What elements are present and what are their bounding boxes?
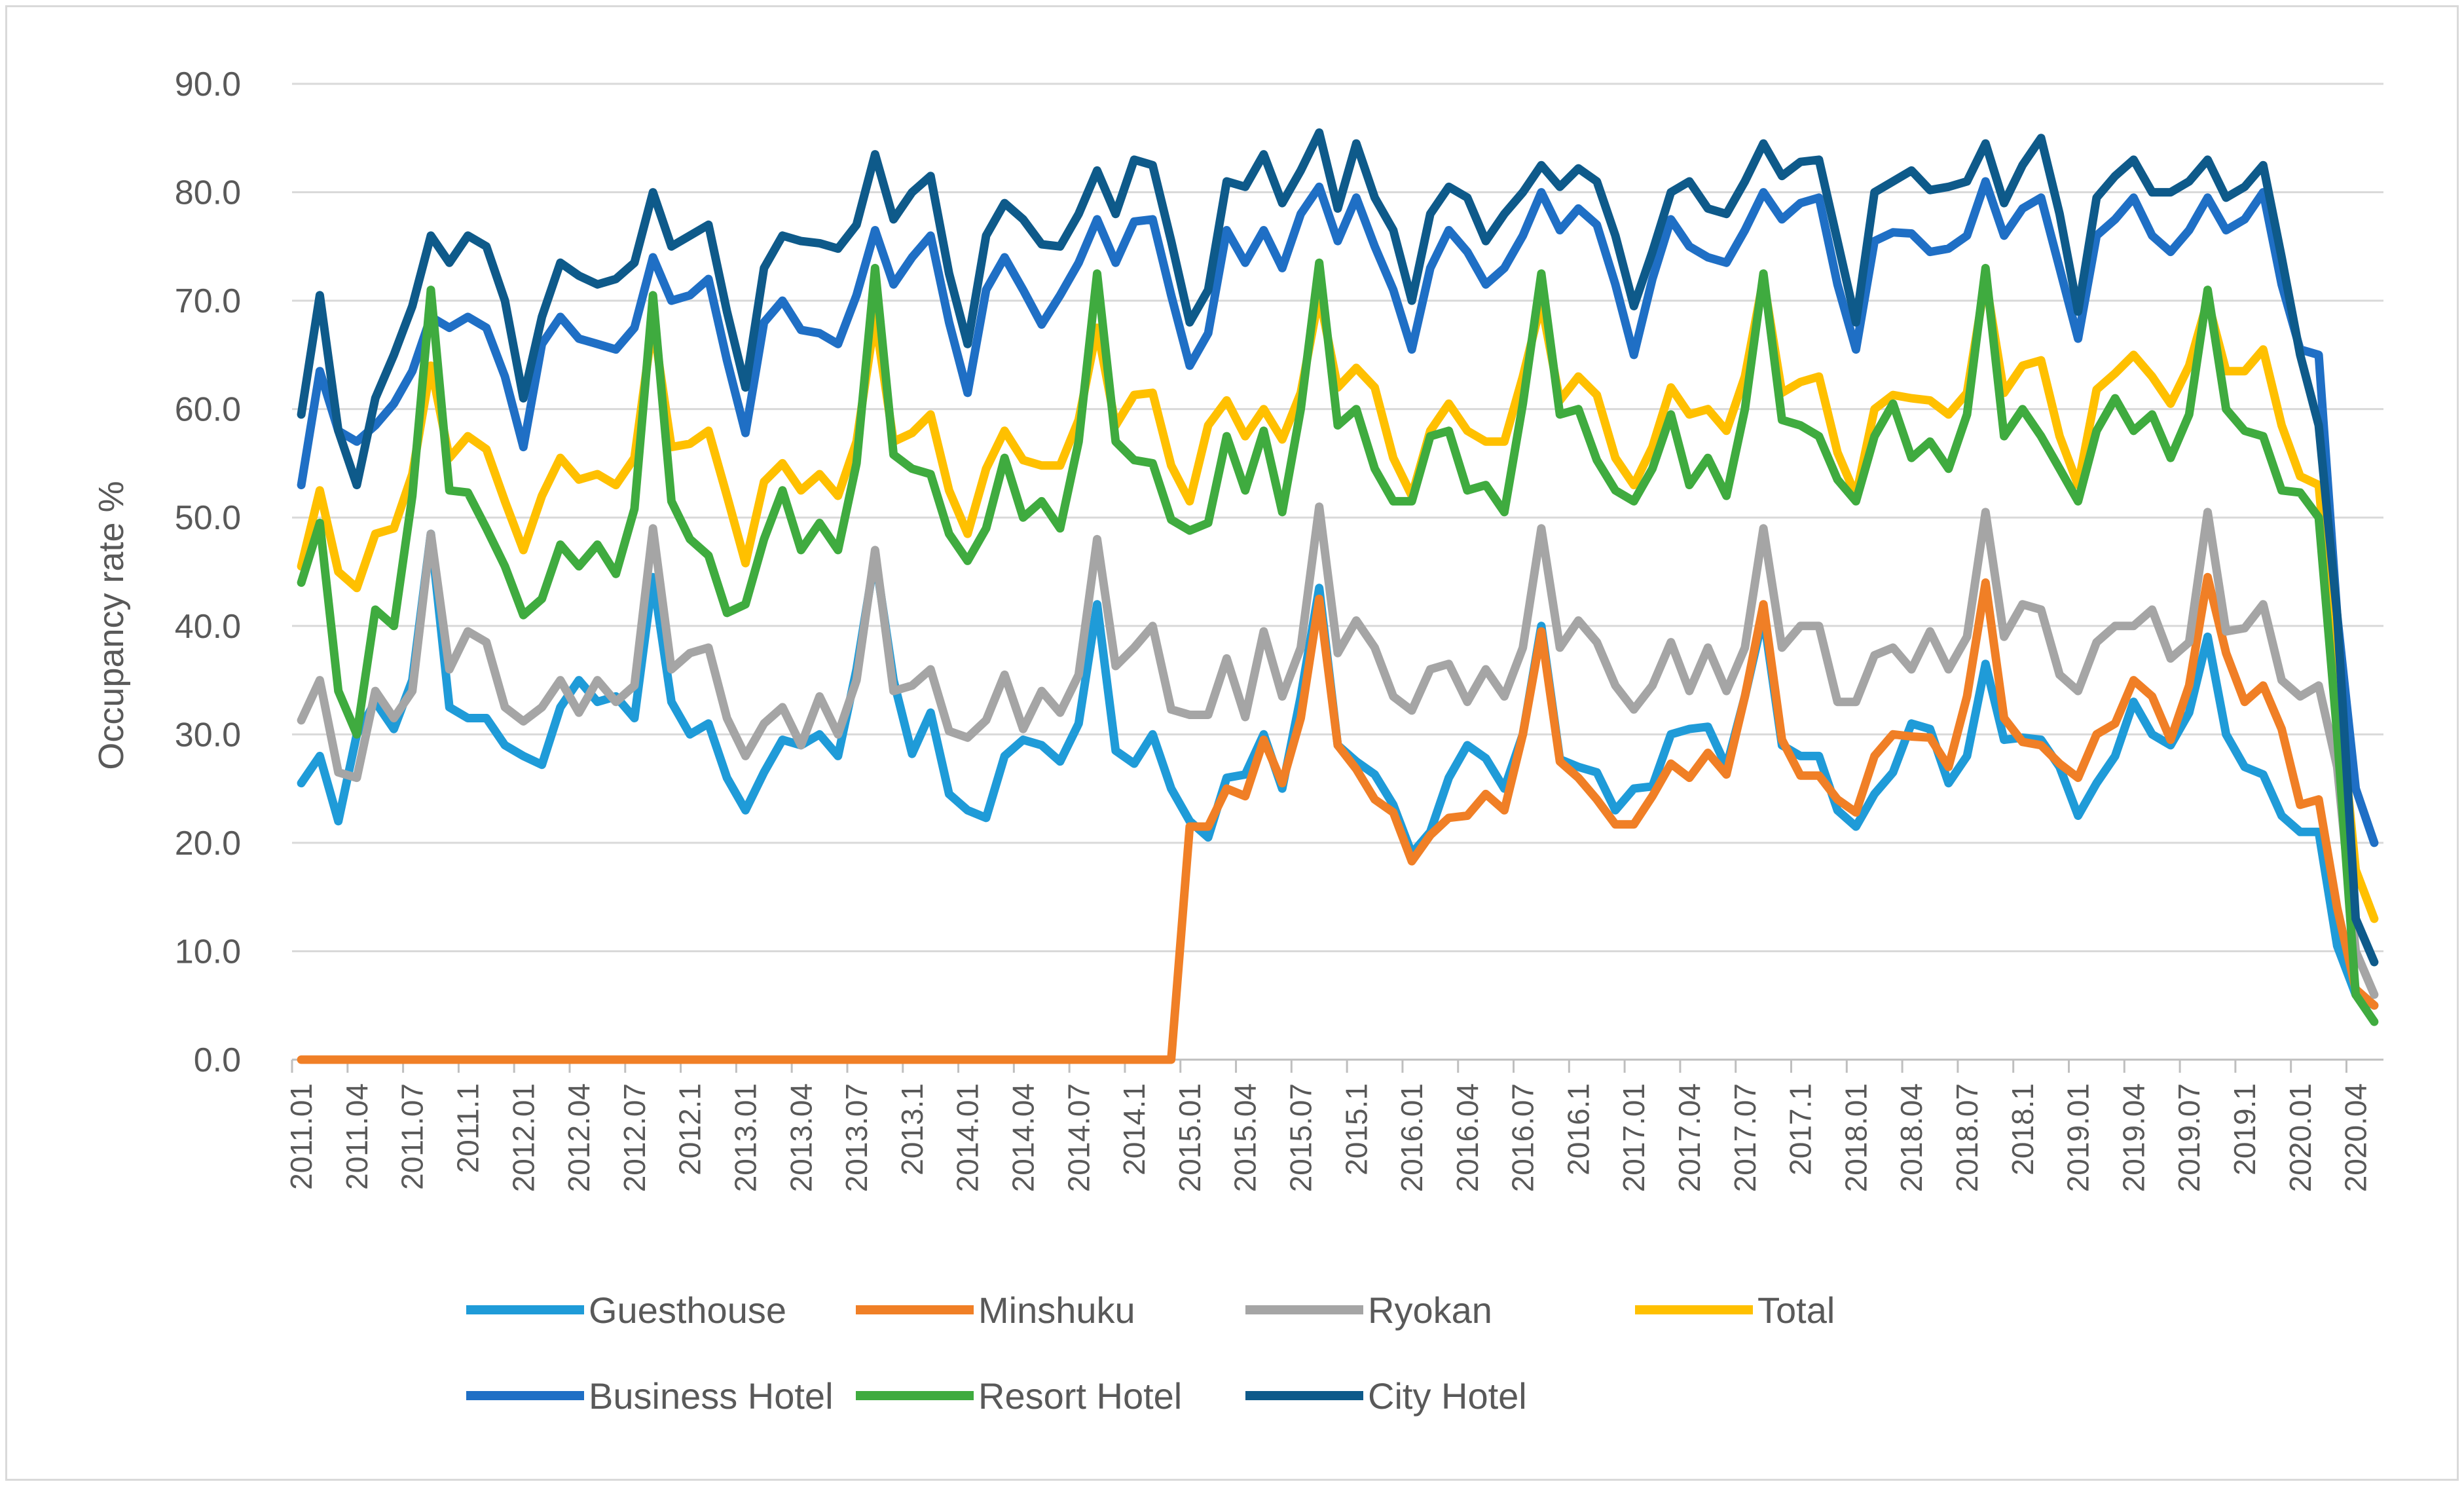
x-tick-label: 2011.01: [284, 1083, 318, 1190]
x-tick-label: 2014.04: [1006, 1083, 1040, 1192]
y-tick-label: 40.0: [175, 608, 241, 646]
x-tick-label: 2019.1: [2228, 1083, 2262, 1176]
x-tick-label: 2015.07: [1283, 1083, 1317, 1192]
x-tick-label: 2018.07: [1950, 1083, 1984, 1192]
y-tick-label: 50.0: [175, 499, 241, 537]
x-tick-label: 2011.07: [395, 1083, 430, 1190]
y-tick-label: 70.0: [175, 282, 241, 320]
legend-item-resort-hotel: Resort Hotel: [856, 1375, 1182, 1417]
legend-label: Ryokan: [1368, 1290, 1492, 1331]
x-tick-label: 2016.07: [1506, 1083, 1540, 1192]
x-tick-label: 2012.07: [617, 1083, 652, 1192]
legend-label: City Hotel: [1368, 1375, 1527, 1417]
legend-label: Total: [1757, 1290, 1835, 1331]
x-tick-label: 2014.07: [1061, 1083, 1095, 1192]
gridlines: [292, 83, 2383, 952]
y-axis-label: Occupancy rate %: [92, 481, 131, 770]
x-tick-label: 2019.01: [2061, 1083, 2095, 1192]
legend-item-business-hotel: Business Hotel: [466, 1375, 834, 1417]
series-line-minshuku: [297, 572, 2379, 1064]
x-tick-label: 2018.01: [1839, 1083, 1873, 1192]
x-tick-label: 2016.01: [1395, 1083, 1429, 1192]
legend-item-guesthouse: Guesthouse: [466, 1290, 786, 1331]
x-tick-label: 2016.04: [1450, 1083, 1484, 1192]
x-tick-label: 2014.1: [1117, 1083, 1151, 1176]
x-tick-label: 2019.04: [2116, 1083, 2150, 1192]
x-tick-label: 2013.04: [784, 1083, 818, 1192]
y-axis-tick-labels: 0.0 10.0 20.0 30.0 40.0 50.0 60.0 70.0 80.0 90.0: [175, 65, 241, 1079]
x-axis-tick-labels: 2011.01 2011.04 2011.07 2011.1 2012.01 2012.0…: [284, 1083, 2372, 1192]
legend: Guesthouse Minshuku Ryokan Total Business Ho…: [466, 1290, 1835, 1417]
x-tick-label: 2019.07: [2172, 1083, 2206, 1192]
series-line-city-hotel: [297, 128, 2379, 967]
x-tick-label: 2012.01: [506, 1083, 540, 1192]
series-line-ryokan: [297, 502, 2379, 999]
x-tick-label: 2015.01: [1173, 1083, 1207, 1192]
series-lines: [297, 128, 2379, 1064]
x-tick-label: 2020.04: [2339, 1083, 2373, 1192]
x-tick-label: 2013.07: [839, 1083, 873, 1192]
legend-label: Guesthouse: [589, 1290, 786, 1331]
x-tick-label: 2013.01: [729, 1083, 763, 1192]
y-tick-label: 10.0: [175, 933, 241, 971]
x-tick-label: 2016.1: [1561, 1083, 1595, 1176]
y-tick-label: 20.0: [175, 825, 241, 863]
chart-frame: [5, 5, 2459, 1481]
y-tick-label: 60.0: [175, 391, 241, 429]
x-tick-label: 2011.04: [340, 1083, 374, 1190]
x-tick-label: 2015.1: [1339, 1083, 1373, 1176]
x-tick-label: 2018.1: [2006, 1083, 2040, 1176]
series-line-total: [297, 274, 2379, 923]
x-tick-label: 2017.01: [1617, 1083, 1651, 1192]
x-tick-label: 2015.04: [1228, 1083, 1262, 1192]
legend-label: Minshuku: [978, 1290, 1135, 1331]
y-tick-label: 30.0: [175, 716, 241, 754]
x-tick-label: 2017.1: [1784, 1083, 1818, 1176]
legend-label: Business Hotel: [589, 1375, 834, 1417]
y-tick-label: 90.0: [175, 65, 241, 103]
legend-item-minshuku: Minshuku: [856, 1290, 1135, 1331]
x-tick-label: 2011.1: [451, 1083, 485, 1173]
x-tick-label: 2012.1: [673, 1083, 707, 1176]
series-line-business-hotel: [297, 177, 2379, 847]
legend-item-ryokan: Ryokan: [1245, 1290, 1492, 1331]
y-tick-label: 0.0: [194, 1041, 241, 1079]
x-tick-label: 2018.04: [1894, 1083, 1928, 1192]
legend-item-total: Total: [1635, 1290, 1835, 1331]
legend-item-city-hotel: City Hotel: [1245, 1375, 1527, 1417]
x-tick-label: 2017.04: [1672, 1083, 1706, 1192]
x-tick-label: 2017.07: [1728, 1083, 1762, 1192]
x-tick-label: 2013.1: [895, 1083, 929, 1176]
x-tick-label: 2012.04: [562, 1083, 596, 1192]
y-tick-label: 80.0: [175, 174, 241, 212]
legend-label: Resort Hotel: [978, 1375, 1182, 1417]
x-tick-label: 2014.01: [951, 1083, 985, 1192]
x-tick-label: 2020.01: [2283, 1083, 2317, 1192]
series-line-resort-hotel: [297, 258, 2379, 1026]
